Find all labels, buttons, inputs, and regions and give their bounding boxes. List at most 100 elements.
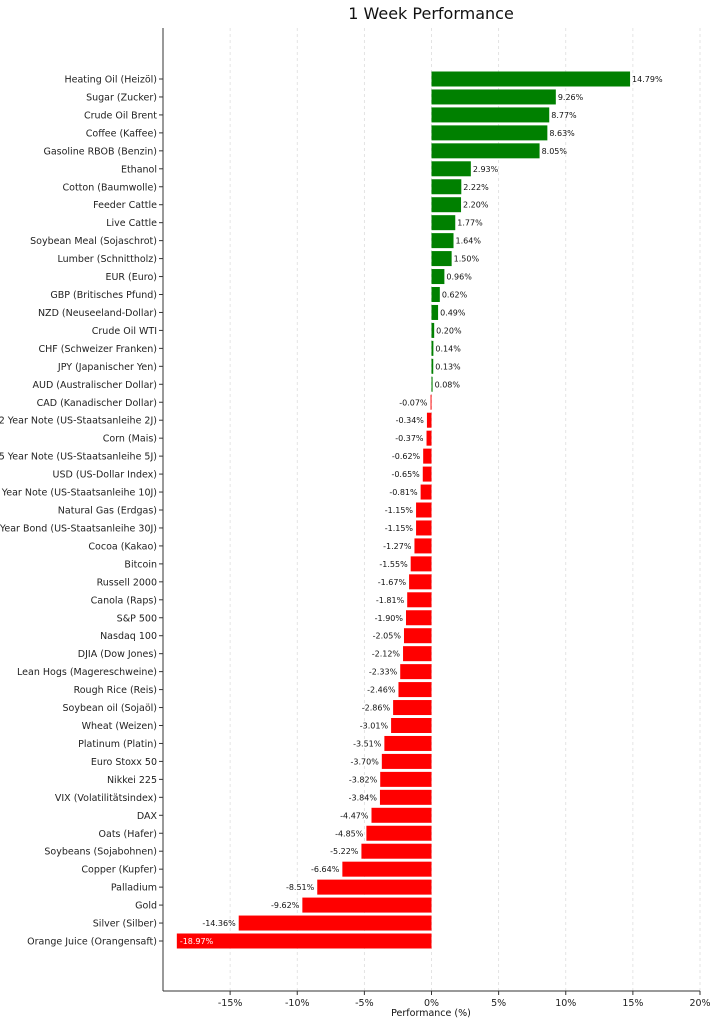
x-tick-label: 10% [555, 998, 576, 1009]
value-label: 1.64% [456, 237, 482, 246]
bar [420, 484, 432, 500]
y-tick-label: Copper (Kupfer) [81, 865, 157, 876]
y-tick-label: Soybean Meal (Sojaschrot) [30, 236, 157, 247]
bar [405, 610, 432, 626]
value-label: -1.15% [385, 524, 414, 533]
value-label: -1.81% [376, 596, 405, 605]
y-tick-label: 30 Year Bond (US-Staatsanleihe 30J) [0, 523, 157, 534]
y-tick-label: Ethanol [121, 164, 157, 175]
value-label: -2.46% [367, 686, 396, 695]
y-tick-label: Rough Rice (Reis) [74, 685, 157, 696]
bar [302, 897, 432, 913]
y-tick-label: CHF (Schweizer Franken) [38, 344, 157, 355]
bar [393, 700, 432, 716]
bar [416, 502, 432, 518]
bar [384, 735, 432, 751]
bar [426, 412, 432, 428]
bar [431, 215, 456, 231]
bar [342, 861, 432, 877]
value-label: 1.77% [457, 219, 483, 228]
y-tick-label: 5 Year Note (US-Staatsanleihe 5J) [0, 452, 157, 463]
value-label: 0.20% [436, 326, 462, 335]
bar [379, 789, 432, 805]
value-label: -4.47% [340, 811, 369, 820]
value-label: -0.81% [389, 488, 418, 497]
value-label: 14.79% [632, 75, 663, 84]
bar [400, 664, 432, 680]
bar [426, 430, 432, 446]
y-tick-label: Cotton (Baumwolle) [63, 182, 157, 193]
bar [431, 340, 434, 356]
y-tick-label: Oats (Hafer) [99, 829, 157, 840]
bar [431, 251, 452, 267]
value-label: -5.22% [330, 847, 359, 856]
bar [391, 718, 432, 733]
value-label: -6.64% [311, 865, 340, 874]
value-label: -3.84% [349, 793, 378, 802]
bar [431, 358, 434, 374]
y-tick-label: AUD (Australischer Dollar) [33, 380, 158, 391]
value-label: 1.50% [454, 255, 480, 264]
x-tick-label: 5% [491, 998, 506, 1009]
y-tick-label: Natural Gas (Erdgas) [58, 506, 157, 517]
value-label: -2.33% [369, 668, 398, 677]
y-tick-label: Coffee (Kaffee) [86, 128, 157, 139]
y-tick-label: Russell 2000 [97, 577, 157, 588]
x-tick-label: 20% [689, 998, 710, 1009]
bar [410, 556, 432, 572]
value-label: 0.96% [446, 273, 472, 282]
bar [431, 143, 540, 159]
value-label: -3.70% [351, 757, 380, 766]
value-label: 9.26% [558, 93, 584, 102]
y-tick-label: Gold [135, 901, 157, 912]
bar [380, 771, 432, 787]
value-label: 0.14% [435, 344, 461, 353]
value-label: 8.77% [551, 111, 577, 120]
value-label: -1.67% [378, 578, 407, 587]
y-tick-label: Gasoline RBOB (Benzin) [43, 146, 157, 157]
value-label: -3.51% [353, 739, 382, 748]
x-tick-label: -5% [355, 998, 374, 1009]
y-tick-label: Bitcoin [124, 559, 157, 570]
bar [422, 466, 432, 482]
value-label: 0.49% [440, 308, 466, 317]
y-tick-label: Euro Stoxx 50 [91, 757, 157, 768]
y-tick-label: Live Cattle [106, 218, 157, 229]
value-label: 0.08% [435, 380, 461, 389]
bar [431, 233, 454, 249]
value-label: -4.85% [335, 829, 364, 838]
y-tick-label: Platinum (Platin) [78, 739, 157, 750]
value-label: -0.34% [396, 416, 425, 425]
bar [431, 89, 556, 105]
x-axis-label: Performance (%) [391, 1008, 471, 1019]
bar [431, 125, 548, 141]
bar [238, 915, 432, 931]
bar [431, 161, 471, 177]
value-label: -0.07% [399, 398, 428, 407]
bar [423, 448, 432, 464]
y-tick-label: Wheat (Weizen) [82, 721, 157, 732]
bar [398, 682, 432, 698]
bar [431, 376, 433, 392]
value-label: 8.05% [542, 147, 568, 156]
value-label: 2.20% [463, 201, 489, 210]
y-tick-label: Corn (Mais) [103, 434, 157, 445]
y-axis-ticks: Heating Oil (Heizöl) Sugar (Zucker) Crude … [0, 75, 163, 948]
value-label: 2.22% [463, 183, 489, 192]
y-tick-label: Lean Hogs (Magereschweine) [17, 667, 157, 678]
y-tick-label: Nasdaq 100 [100, 631, 157, 642]
y-tick-label: Nikkei 225 [107, 775, 157, 786]
value-label: 2.93% [473, 165, 499, 174]
y-tick-label: Cocoa (Kakao) [88, 541, 157, 552]
value-label: 8.63% [549, 129, 575, 138]
bar [176, 933, 432, 949]
y-tick-label: NZD (Neuseeland-Dollar) [38, 308, 157, 319]
value-label: 0.62% [442, 291, 468, 300]
y-tick-label: Orange Juice (Orangensaft) [27, 937, 157, 948]
y-tick-label: CAD (Kanadischer Dollar) [37, 398, 157, 409]
y-tick-label: EUR (Euro) [105, 272, 157, 283]
value-label: -3.82% [349, 775, 378, 784]
bar [431, 179, 462, 195]
bar [361, 843, 432, 859]
